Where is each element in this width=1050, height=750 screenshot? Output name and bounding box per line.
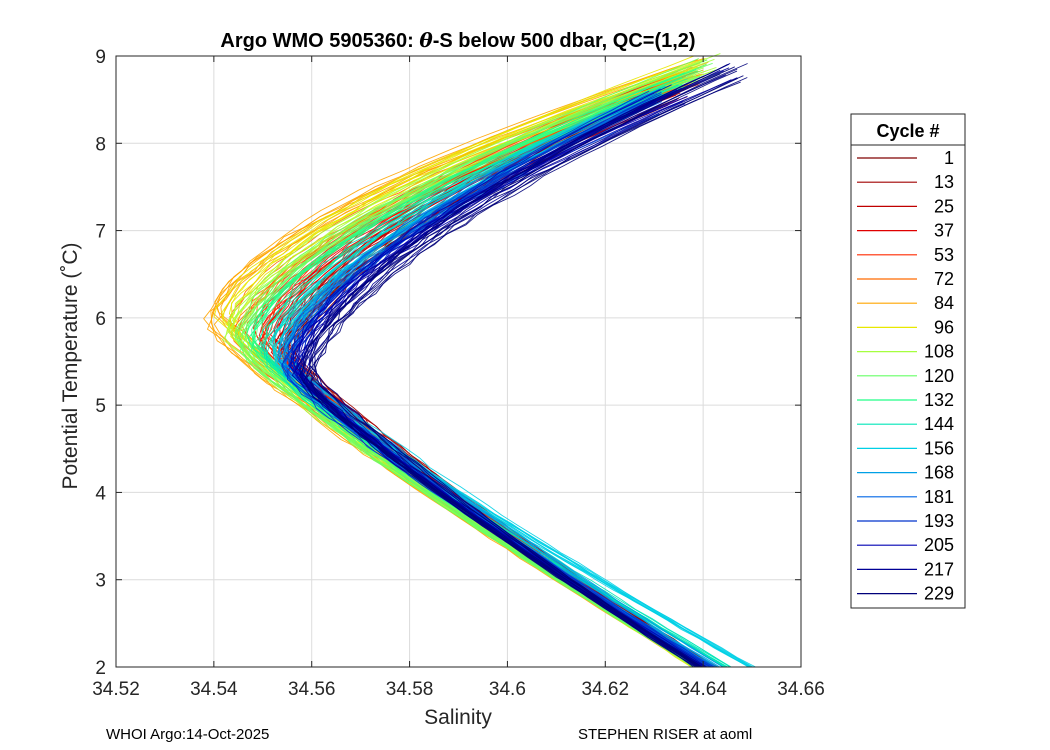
x-tick-label: 34.54 bbox=[190, 679, 238, 700]
profile-line bbox=[299, 63, 728, 668]
legend-label-168: 168 bbox=[924, 463, 954, 483]
legend-entries: 1 13 25 37 53 72 84 96 108 120 132 144 156 168 181 193 2… bbox=[857, 148, 954, 604]
tick-layer: 34.52 34.54 34.56 34.58 34.6 34.62 34.64 34.66 2… bbox=[92, 47, 825, 700]
profile-line bbox=[308, 81, 741, 668]
chart-title: Argo WMO 5905360: θ-S below 500 dbar, QC… bbox=[220, 28, 695, 52]
y-tick-label: 9 bbox=[95, 47, 106, 68]
profile-line bbox=[306, 77, 738, 668]
footer-left-credit: WHOI Argo:14-Oct-2025 bbox=[106, 726, 270, 743]
legend-label-229: 229 bbox=[924, 584, 954, 604]
y-tick-label: 7 bbox=[95, 222, 106, 243]
legend-label-205: 205 bbox=[924, 535, 954, 555]
x-tick-label: 34.62 bbox=[582, 679, 630, 700]
title-prefix: Argo WMO 5905360: bbox=[220, 30, 419, 52]
profile-line bbox=[239, 59, 708, 668]
y-tick-label: 3 bbox=[95, 571, 106, 592]
x-tick-label: 34.56 bbox=[288, 679, 336, 700]
profile-line bbox=[295, 92, 705, 668]
legend: Cycle # 1 13 25 37 53 72 84 96 108 120 132 144 156 16… bbox=[850, 113, 966, 609]
legend-label-156: 156 bbox=[924, 438, 954, 458]
legend-label-84: 84 bbox=[934, 293, 954, 313]
y-axis-label: Potential Temperature (˚C) bbox=[59, 242, 82, 489]
legend-title: Cycle # bbox=[876, 121, 939, 141]
profile-line bbox=[299, 66, 735, 668]
legend-label-53: 53 bbox=[934, 245, 954, 265]
title-theta: θ bbox=[419, 28, 433, 52]
y-tick-label: 6 bbox=[95, 309, 106, 330]
x-tick-label: 34.58 bbox=[386, 679, 434, 700]
legend-label-181: 181 bbox=[924, 487, 954, 507]
y-tick-label: 2 bbox=[95, 658, 106, 679]
x-tick-label: 34.52 bbox=[92, 679, 140, 700]
profile-line bbox=[302, 77, 738, 668]
legend-box bbox=[850, 113, 966, 609]
footer-right-credit: STEPHEN RISER at aoml bbox=[578, 726, 753, 743]
legend-label-108: 108 bbox=[924, 342, 954, 362]
legend-label-193: 193 bbox=[924, 511, 954, 531]
plot-area bbox=[116, 56, 801, 667]
legend-label-96: 96 bbox=[934, 317, 954, 337]
legend-label-132: 132 bbox=[924, 390, 954, 410]
y-tick-label: 5 bbox=[95, 396, 106, 417]
profile-line bbox=[310, 77, 748, 668]
legend-label-1: 1 bbox=[944, 148, 954, 168]
legend-label-72: 72 bbox=[934, 269, 954, 289]
legend-label-144: 144 bbox=[924, 414, 954, 434]
legend-label-217: 217 bbox=[924, 559, 954, 579]
profile-line bbox=[210, 73, 703, 668]
legend-label-37: 37 bbox=[934, 221, 954, 241]
legend-label-25: 25 bbox=[934, 196, 954, 216]
grid bbox=[115, 55, 802, 668]
title-suffix: -S below 500 dbar, QC=(1,2) bbox=[433, 30, 696, 52]
profile-line bbox=[298, 102, 715, 668]
x-tick-label: 34.66 bbox=[777, 679, 825, 700]
y-tick-label: 4 bbox=[95, 483, 106, 504]
plot-frame bbox=[115, 55, 802, 668]
x-axis-label: Salinity bbox=[424, 706, 492, 729]
profile-line bbox=[306, 68, 738, 668]
series-229 bbox=[299, 63, 748, 668]
series-layer bbox=[203, 53, 756, 668]
legend-label-120: 120 bbox=[924, 366, 954, 386]
legend-label-13: 13 bbox=[934, 172, 954, 192]
profile-line bbox=[291, 62, 731, 668]
y-tick-label: 8 bbox=[95, 134, 106, 155]
x-tick-label: 34.6 bbox=[489, 679, 526, 700]
x-tick-label: 34.64 bbox=[679, 679, 727, 700]
